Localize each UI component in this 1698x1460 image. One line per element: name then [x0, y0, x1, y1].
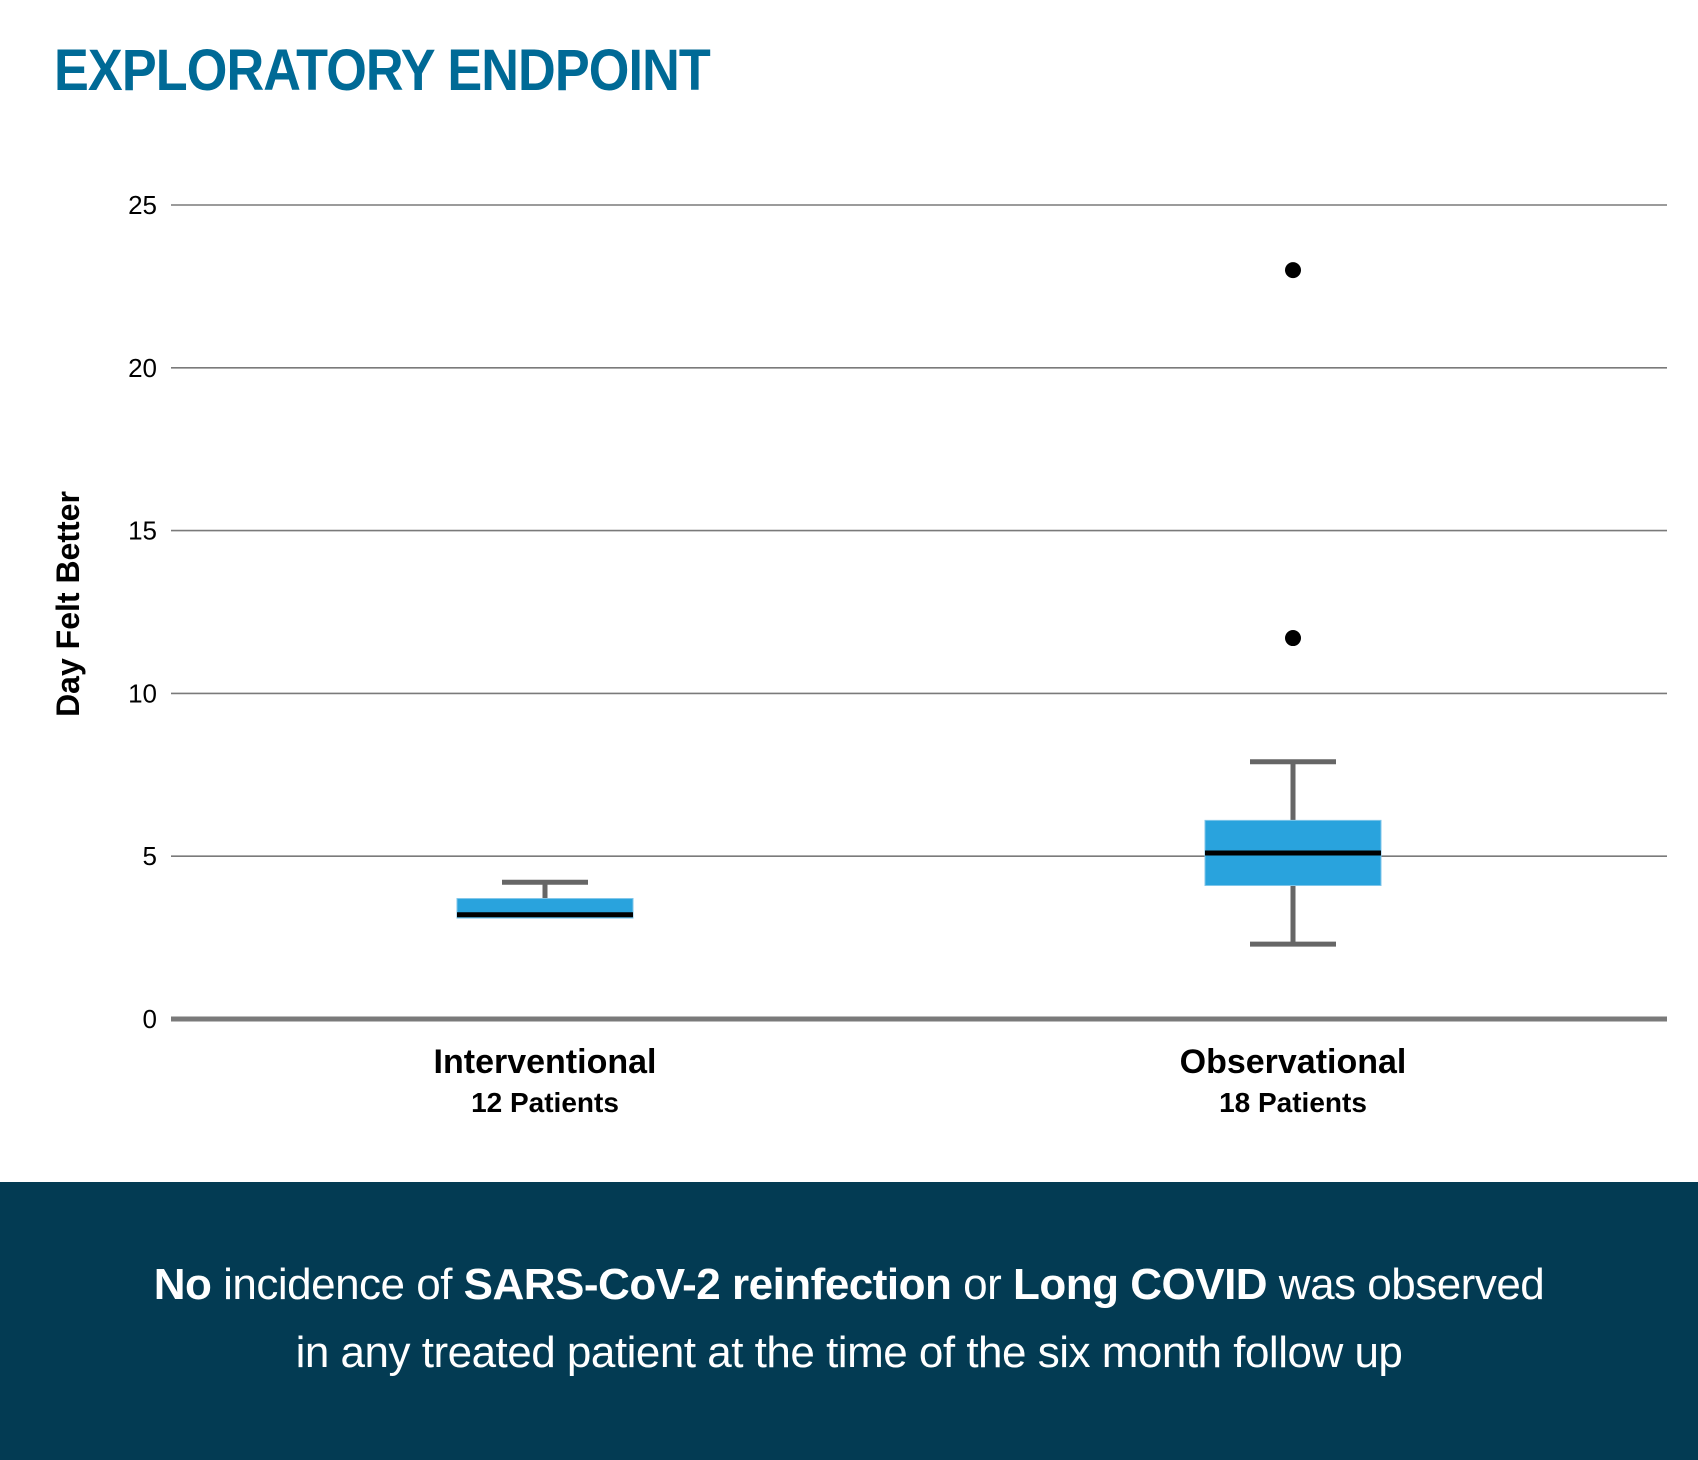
footer-line-1: No incidence of SARS-CoV-2 reinfection o…: [154, 1260, 1545, 1309]
y-tick-label: 25: [128, 190, 157, 220]
category-sublabel: 18 Patients: [1219, 1087, 1367, 1118]
y-tick-label: 15: [128, 516, 157, 546]
footer-statement: No incidence of SARS-CoV-2 reinfection o…: [0, 1251, 1698, 1387]
x-axis-labels: Interventional 12 Patients Observational 18…: [434, 1043, 1407, 1118]
footer-segment: No: [153, 1260, 212, 1309]
page-title: EXPLORATORY ENDPOINT: [54, 38, 711, 103]
category-label: Interventional: [434, 1043, 657, 1081]
category-sublabel: 12 Patients: [471, 1087, 619, 1118]
footer-segment: SARS-CoV-2 reinfection: [463, 1260, 952, 1309]
footer-segment: incidence of: [211, 1260, 464, 1309]
gridlines: [171, 204, 1667, 1022]
boxes: [456, 262, 1382, 947]
box-plot-chart: 0 5 10 15 20 25 Day Felt Better Interventiona…: [50, 190, 1667, 1118]
footer-segment: was observed: [1267, 1260, 1545, 1309]
footer-line-2: in any treated patient at the time of th…: [295, 1328, 1403, 1377]
y-tick-label: 5: [143, 841, 157, 871]
outlier-point: [1285, 630, 1301, 647]
footer-banner: No incidence of SARS-CoV-2 reinfection o…: [0, 1182, 1698, 1460]
footer-segment: or: [951, 1260, 1013, 1309]
y-axis-ticks: 0 5 10 15 20 25: [128, 190, 157, 1034]
footer-segment: Long COVID: [1012, 1260, 1268, 1309]
y-tick-label: 10: [128, 678, 157, 708]
y-tick-label: 0: [143, 1004, 157, 1034]
box-observational: [1204, 262, 1382, 947]
y-axis-label: Day Felt Better: [50, 491, 86, 717]
outlier-point: [1285, 262, 1301, 279]
y-tick-label: 20: [128, 353, 157, 383]
box-interventional: [456, 879, 634, 919]
category-label: Observational: [1180, 1043, 1407, 1081]
